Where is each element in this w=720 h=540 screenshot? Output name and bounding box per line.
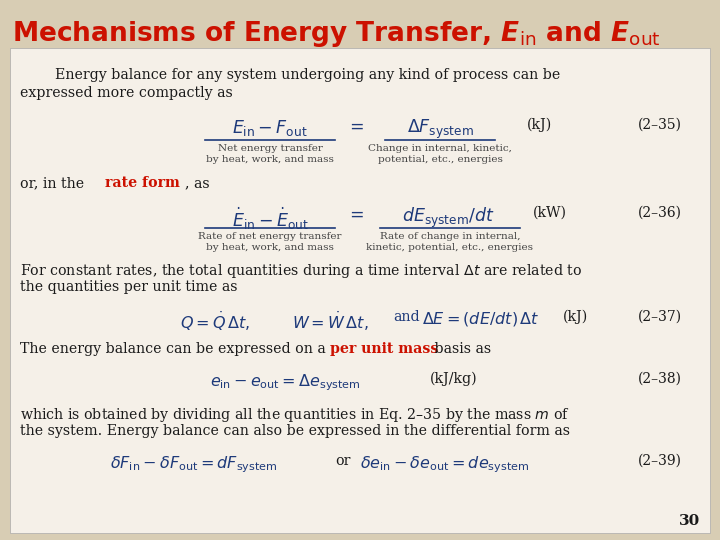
- Text: (2–37): (2–37): [638, 310, 682, 324]
- Text: basis as: basis as: [430, 342, 491, 356]
- Text: (kJ/kg): (kJ/kg): [430, 372, 477, 387]
- Text: $=$: $=$: [346, 118, 364, 135]
- Text: (2–38): (2–38): [638, 372, 682, 386]
- Text: by heat, work, and mass: by heat, work, and mass: [206, 243, 334, 252]
- Text: expressed more compactly as: expressed more compactly as: [20, 86, 233, 100]
- Text: $\Delta F_{\rm system}$: $\Delta F_{\rm system}$: [407, 118, 473, 141]
- Text: , as: , as: [185, 176, 210, 190]
- Text: the system. Energy balance can also be expressed in the differential form as: the system. Energy balance can also be e…: [20, 424, 570, 438]
- Text: Net energy transfer: Net energy transfer: [217, 144, 323, 153]
- Text: 30: 30: [679, 514, 700, 528]
- Text: (kJ): (kJ): [527, 118, 553, 132]
- Text: $E_{\rm in} - F_{\rm out}$: $E_{\rm in} - F_{\rm out}$: [233, 118, 307, 138]
- Text: Rate of net energy transfer: Rate of net energy transfer: [198, 232, 342, 241]
- Text: The energy balance can be expressed on a: The energy balance can be expressed on a: [20, 342, 330, 356]
- Text: For constant rates, the total quantities during a time interval $\Delta t$ are r: For constant rates, the total quantities…: [20, 262, 582, 280]
- Text: by heat, work, and mass: by heat, work, and mass: [206, 155, 334, 164]
- Text: kinetic, potential, etc., energies: kinetic, potential, etc., energies: [366, 243, 534, 252]
- Text: $\delta e_{\rm in} - \delta e_{\rm out} = de_{\rm system}$: $\delta e_{\rm in} - \delta e_{\rm out} …: [360, 454, 529, 475]
- Text: $\delta F_{\rm in} - \delta F_{\rm out} = dF_{\rm system}$: $\delta F_{\rm in} - \delta F_{\rm out} …: [110, 454, 278, 475]
- Text: (2–35): (2–35): [638, 118, 682, 132]
- Text: $W = \dot{W}\,\Delta t,$: $W = \dot{W}\,\Delta t,$: [292, 310, 369, 333]
- Text: (kW): (kW): [533, 206, 567, 220]
- Text: (kJ): (kJ): [563, 310, 588, 325]
- Text: $\Delta E = (dE/dt)\,\Delta t$: $\Delta E = (dE/dt)\,\Delta t$: [422, 310, 539, 328]
- Text: (2–39): (2–39): [638, 454, 682, 468]
- Text: Energy balance for any system undergoing any kind of process can be: Energy balance for any system undergoing…: [55, 68, 560, 82]
- Text: rate form: rate form: [105, 176, 180, 190]
- Text: Change in internal, kinetic,: Change in internal, kinetic,: [368, 144, 512, 153]
- Text: Rate of change in internal,: Rate of change in internal,: [379, 232, 521, 241]
- Text: or: or: [335, 454, 351, 468]
- Text: per unit mass: per unit mass: [330, 342, 438, 356]
- Text: Mechanisms of Energy Transfer, $\bfit{E}_{\rm in}$ and $\bfit{E}_{\rm out}$: Mechanisms of Energy Transfer, $\bfit{E}…: [12, 19, 661, 49]
- Text: the quantities per unit time as: the quantities per unit time as: [20, 280, 238, 294]
- Text: potential, etc., energies: potential, etc., energies: [377, 155, 503, 164]
- Text: $\dot{E}_{\rm in} - \dot{E}_{\rm out}$: $\dot{E}_{\rm in} - \dot{E}_{\rm out}$: [232, 206, 308, 232]
- Text: $=$: $=$: [346, 206, 364, 223]
- Text: and: and: [393, 310, 420, 324]
- Text: which is obtained by dividing all the quantities in Eq. 2–35 by the mass $m$ of: which is obtained by dividing all the qu…: [20, 406, 570, 424]
- Text: (2–36): (2–36): [638, 206, 682, 220]
- Text: or, in the: or, in the: [20, 176, 89, 190]
- Text: $dE_{\rm system}/dt$: $dE_{\rm system}/dt$: [402, 206, 495, 230]
- Text: $e_{\rm in} - e_{\rm out} = \Delta e_{\rm system}$: $e_{\rm in} - e_{\rm out} = \Delta e_{\r…: [210, 372, 361, 393]
- Text: $Q = \dot{Q}\,\Delta t,$: $Q = \dot{Q}\,\Delta t,$: [180, 310, 250, 333]
- FancyBboxPatch shape: [10, 48, 710, 533]
